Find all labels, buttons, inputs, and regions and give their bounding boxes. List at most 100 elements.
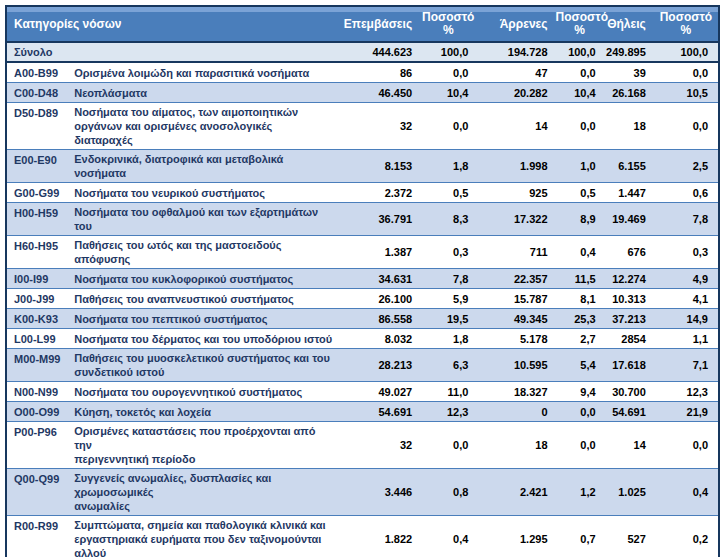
icd-code: R00-R99	[6, 516, 74, 557]
males-pct-value: 25,3	[556, 309, 604, 329]
operations-pct-value: 11,0	[420, 382, 476, 402]
operations-pct-value: 19,5	[420, 309, 476, 329]
icd-code: O00-O99	[6, 402, 74, 422]
total-row: Σύνολο 444.623 100,0 194.728 100,0 249.8…	[6, 42, 719, 62]
col-header-percent-total: Ποσοστό %	[420, 6, 476, 42]
operations-value: 86	[333, 62, 420, 83]
females-value: 17.618	[604, 349, 654, 382]
operations-value: 86.558	[333, 309, 420, 329]
females-value: 39	[604, 62, 654, 83]
males-pct-value: 5,4	[556, 349, 604, 382]
header-row: Κατηγορίες νόσων Επεμβάσεις Ποσοστό % Άρ…	[6, 6, 719, 42]
females-value: 30.700	[604, 382, 654, 402]
table-body: Σύνολο 444.623 100,0 194.728 100,0 249.8…	[6, 42, 719, 557]
females-pct-value: 7,1	[654, 349, 719, 382]
operations-value: 3.446	[333, 469, 420, 516]
males-pct-value: 0,7	[556, 516, 604, 557]
females-pct-value: 0,0	[654, 422, 719, 469]
table-row: J00-J99 Παθήσεις του αναπνευστικού συστή…	[6, 289, 719, 309]
females-value: 12.274	[604, 269, 654, 289]
disease-category-label: Νοσήματα του οφθαλμού και των εξαρτημάτω…	[74, 203, 333, 236]
icd-code: E00-E90	[6, 150, 74, 183]
males-value: 14	[476, 103, 555, 150]
disease-categories-table: Κατηγορίες νόσων Επεμβάσεις Ποσοστό % Άρ…	[5, 5, 720, 557]
icd-code: H60-H95	[6, 236, 74, 269]
males-pct-value: 0,0	[556, 402, 604, 422]
operations-pct-value: 6,3	[420, 349, 476, 382]
females-value: 18	[604, 103, 654, 150]
males-pct-value: 0,0	[556, 103, 604, 150]
females-pct-value: 7,8	[654, 203, 719, 236]
disease-statistics-page: Κατηγορίες νόσων Επεμβάσεις Ποσοστό % Άρ…	[5, 5, 720, 557]
males-pct-value: 0,0	[556, 422, 604, 469]
females-value: 10.313	[604, 289, 654, 309]
males-value: 17.322	[476, 203, 555, 236]
col-header-females: Θήλεις	[604, 6, 654, 42]
icd-code: M00-M99	[6, 349, 74, 382]
icd-code: K00-K93	[6, 309, 74, 329]
table-row: R00-R99 Συμπτώματα, σημεία και παθολογικ…	[6, 516, 719, 557]
males-pct-value: 10,4	[556, 83, 604, 103]
icd-code: G00-G99	[6, 183, 74, 203]
icd-code: I00-I99	[6, 269, 74, 289]
males-value: 0	[476, 402, 555, 422]
icd-code: D50-D89	[6, 103, 74, 150]
males-pct-value: 8,9	[556, 203, 604, 236]
operations-pct-value: 0,8	[420, 469, 476, 516]
males-value: 18	[476, 422, 555, 469]
females-value: 37.213	[604, 309, 654, 329]
table-row: Q00-Q99 Συγγενείς ανωμαλίες, δυσπλασίες …	[6, 469, 719, 516]
males-pct-value: 0,5	[556, 183, 604, 203]
total-label: Σύνολο	[6, 42, 333, 62]
col-header-percent-females: Ποσοστό %	[654, 6, 719, 42]
males-value: 711	[476, 236, 555, 269]
col-header-males: Άρρενες	[476, 6, 555, 42]
disease-category-label: Ενδοκρινικά, διατροφικά και μεταβολικά ν…	[74, 150, 333, 183]
females-value: 1.447	[604, 183, 654, 203]
total-females-pct: 100,0	[654, 42, 719, 62]
females-pct-value: 0,6	[654, 183, 719, 203]
females-value: 6.155	[604, 150, 654, 183]
operations-value: 32	[333, 103, 420, 150]
disease-category-label: Παθήσεις του αναπνευστικού συστήματος	[74, 289, 333, 309]
males-value: 1.295	[476, 516, 555, 557]
icd-code: J00-J99	[6, 289, 74, 309]
males-pct-value: 0,0	[556, 62, 604, 83]
operations-value: 8.032	[333, 329, 420, 349]
disease-category-label: Νοσήματα του κυκλοφορικού συστήματος	[74, 269, 333, 289]
males-value: 47	[476, 62, 555, 83]
table-row: A00-B99 Ορισμένα λοιμώδη και παρασιτικά …	[6, 62, 719, 83]
males-value: 10.595	[476, 349, 555, 382]
table-row: O00-O99 Κύηση, τοκετός και λοχεία 54.691…	[6, 402, 719, 422]
females-pct-value: 0,3	[654, 236, 719, 269]
males-value: 49.345	[476, 309, 555, 329]
operations-value: 36.791	[333, 203, 420, 236]
females-pct-value: 12,3	[654, 382, 719, 402]
table-row: D50-D89 Νοσήματα του αίματος, των αιμοπο…	[6, 103, 719, 150]
males-value: 2.421	[476, 469, 555, 516]
table-row: L00-L99 Νοσήματα του δέρματος και του υπ…	[6, 329, 719, 349]
males-pct-value: 1,2	[556, 469, 604, 516]
females-pct-value: 10,5	[654, 83, 719, 103]
operations-pct-value: 1,8	[420, 329, 476, 349]
males-pct-value: 11,5	[556, 269, 604, 289]
total-operations-pct: 100,0	[420, 42, 476, 62]
col-header-operations: Επεμβάσεις	[333, 6, 420, 42]
males-value: 5.178	[476, 329, 555, 349]
males-value: 20.282	[476, 83, 555, 103]
operations-value: 32	[333, 422, 420, 469]
disease-category-label: Νοσήματα του αίματος, των αιμοποιητικών …	[74, 103, 333, 150]
operations-value: 1.387	[333, 236, 420, 269]
table-row: H60-H95 Παθήσεις του ωτός και της μαστοε…	[6, 236, 719, 269]
operations-pct-value: 5,9	[420, 289, 476, 309]
males-pct-value: 2,7	[556, 329, 604, 349]
operations-pct-value: 0,5	[420, 183, 476, 203]
operations-pct-value: 0,0	[420, 422, 476, 469]
operations-value: 8.153	[333, 150, 420, 183]
disease-category-label: Ορισμένες καταστάσεις που προέρχονται απ…	[74, 422, 333, 469]
females-pct-value: 0,2	[654, 516, 719, 557]
males-pct-value: 8,1	[556, 289, 604, 309]
icd-code: A00-B99	[6, 62, 74, 83]
operations-pct-value: 0,0	[420, 103, 476, 150]
females-pct-value: 21,9	[654, 402, 719, 422]
